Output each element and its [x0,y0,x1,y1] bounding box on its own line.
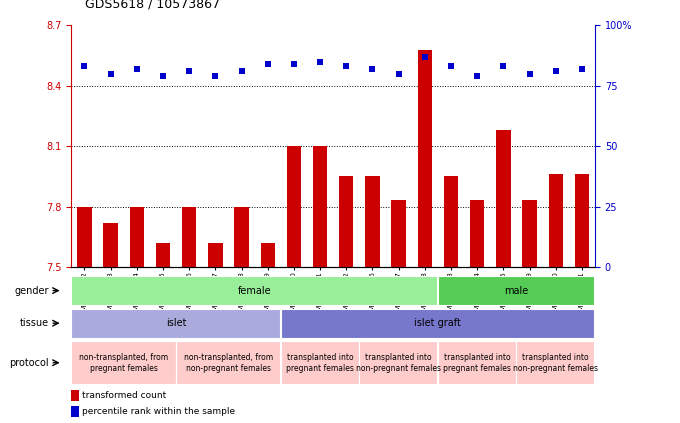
Point [105,70,116,77]
Bar [313,146,327,267]
Bar [339,176,354,267]
Bar [575,174,589,267]
Bar [365,176,379,267]
Bar [496,130,511,267]
Bar [208,243,222,267]
Bar [418,49,432,267]
Text: non-transplanted, from
non-pregnant females: non-transplanted, from non-pregnant fema… [184,353,273,373]
Point [393,70,404,77]
Point [367,66,378,72]
Point [236,68,247,74]
Text: non-transplanted, from
pregnant females: non-transplanted, from pregnant females [79,353,169,373]
Bar [438,276,594,305]
Text: protocol: protocol [10,358,49,368]
Text: male: male [505,286,528,296]
Text: transplanted into
non-pregnant females: transplanted into non-pregnant females [513,353,598,373]
Bar [444,176,458,267]
Point [158,73,169,80]
Bar [360,341,437,384]
Bar [78,206,92,267]
Point [79,63,90,70]
Bar [392,201,406,267]
Bar [71,308,280,338]
Bar [287,146,301,267]
Text: tissue: tissue [20,318,49,328]
Point [262,60,273,67]
Text: islet graft: islet graft [415,318,461,328]
Bar [260,243,275,267]
Point [472,73,483,80]
Bar [281,341,359,384]
Bar [71,406,80,417]
Text: islet: islet [166,318,186,328]
Bar [235,206,249,267]
Text: gender: gender [14,286,49,296]
Point [210,73,221,80]
Point [131,66,142,72]
Text: transformed count: transformed count [82,391,167,401]
Point [524,70,535,77]
Text: female: female [238,286,271,296]
Bar [176,341,280,384]
Bar [71,341,175,384]
Text: transplanted into
non-pregnant females: transplanted into non-pregnant females [356,353,441,373]
Text: transplanted into
pregnant females: transplanted into pregnant females [286,353,354,373]
Point [184,68,194,74]
Bar [438,341,516,384]
Bar [470,201,484,267]
Bar [130,206,144,267]
Point [420,53,430,60]
Point [288,60,299,67]
Point [550,68,561,74]
Bar [156,243,170,267]
Point [315,58,326,65]
Bar [71,276,437,305]
Text: percentile rank within the sample: percentile rank within the sample [82,407,235,416]
Text: GDS5618 / 10573867: GDS5618 / 10573867 [85,0,220,11]
Bar [281,308,594,338]
Point [577,66,588,72]
Bar [71,390,80,401]
Point [341,63,352,70]
Bar [517,341,594,384]
Bar [522,201,537,267]
Bar [549,174,563,267]
Point [498,63,509,70]
Bar [103,222,118,267]
Text: transplanted into
pregnant females: transplanted into pregnant females [443,353,511,373]
Bar [182,206,197,267]
Point [445,63,456,70]
